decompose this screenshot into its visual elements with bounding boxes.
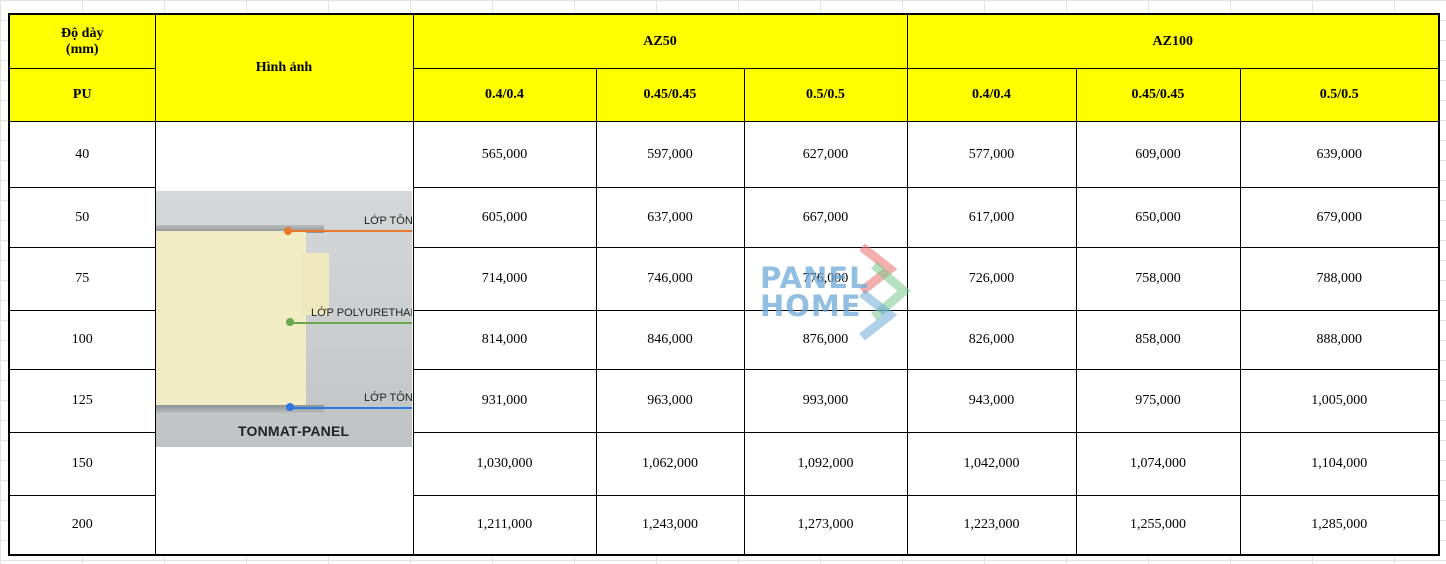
pu-cell[interactable]: 50: [8, 187, 156, 248]
price-cell[interactable]: 1,104,000: [1239, 432, 1440, 496]
price-cell[interactable]: 605,000: [412, 187, 597, 248]
sub-header[interactable]: 0.5/0.5: [743, 68, 908, 122]
pointer-dot-middle: [286, 318, 294, 326]
image-header[interactable]: Hình ảnh: [154, 13, 414, 122]
price-cell[interactable]: 1,042,000: [906, 432, 1077, 496]
price-cell[interactable]: 858,000: [1075, 310, 1241, 370]
price-cell[interactable]: 1,285,000: [1239, 495, 1440, 555]
sub-header[interactable]: 0.4/0.4: [906, 68, 1077, 122]
price-cell[interactable]: 577,000: [906, 121, 1077, 188]
price-cell[interactable]: 1,030,000: [412, 432, 597, 496]
price-cell[interactable]: 963,000: [595, 369, 745, 433]
price-cell[interactable]: 679,000: [1239, 187, 1440, 248]
price-cell[interactable]: 1,005,000: [1239, 369, 1440, 433]
price-cell[interactable]: 627,000: [743, 121, 908, 188]
price-cell[interactable]: 1,273,000: [743, 495, 908, 555]
price-cell[interactable]: 826,000: [906, 310, 1077, 370]
price-cell[interactable]: 746,000: [595, 247, 745, 311]
steel-sheet-bottom: [156, 405, 324, 413]
group-header-az100[interactable]: AZ100: [906, 13, 1440, 69]
panel-image: LỚP TÔN LỚP POLYURETHANE LỚP TÔN TONMAT-…: [156, 191, 412, 447]
price-cell[interactable]: 788,000: [1239, 247, 1440, 311]
pu-header[interactable]: PU: [8, 68, 156, 122]
thickness-header[interactable]: Độ dày (mm): [8, 13, 156, 69]
pointer-line-top: [288, 230, 412, 232]
pu-cell[interactable]: 40: [8, 121, 156, 188]
price-cell[interactable]: 846,000: [595, 310, 745, 370]
price-cell[interactable]: 1,223,000: [906, 495, 1077, 555]
pu-cell[interactable]: 125: [8, 369, 156, 433]
price-cell[interactable]: 888,000: [1239, 310, 1440, 370]
price-cell[interactable]: 975,000: [1075, 369, 1241, 433]
price-cell[interactable]: 776,000: [743, 247, 908, 311]
pointer-line-middle: [290, 322, 412, 324]
pu-cell[interactable]: 200: [8, 495, 156, 555]
sub-header[interactable]: 0.45/0.45: [1075, 68, 1241, 122]
price-cell[interactable]: 1,074,000: [1075, 432, 1241, 496]
price-cell[interactable]: 993,000: [743, 369, 908, 433]
price-cell[interactable]: 1,211,000: [412, 495, 597, 555]
group-header-az50[interactable]: AZ50: [412, 13, 908, 69]
steel-sheet-top: [156, 225, 324, 233]
pointer-dot-bottom: [286, 403, 294, 411]
panel-caption: TONMAT-PANEL: [238, 423, 350, 439]
price-cell[interactable]: 1,243,000: [595, 495, 745, 555]
label-steel-bottom: LỚP TÔN: [364, 392, 412, 404]
price-cell[interactable]: 714,000: [412, 247, 597, 311]
table-row: 50 605,000 637,000 667,000 617,000 650,0…: [8, 187, 1440, 248]
foam-tongue: [301, 253, 329, 315]
thickness-label: Độ dày: [61, 25, 104, 41]
price-cell[interactable]: 637,000: [595, 187, 745, 248]
price-cell[interactable]: 1,092,000: [743, 432, 908, 496]
price-cell[interactable]: 1,062,000: [595, 432, 745, 496]
price-cell[interactable]: 667,000: [743, 187, 908, 248]
pu-cell[interactable]: 150: [8, 432, 156, 496]
table-row: 125 931,000 963,000 993,000 943,000 975,…: [8, 369, 1440, 433]
sub-header[interactable]: 0.4/0.4: [412, 68, 597, 122]
price-cell[interactable]: 814,000: [412, 310, 597, 370]
pu-cell[interactable]: 100: [8, 310, 156, 370]
price-cell[interactable]: 726,000: [906, 247, 1077, 311]
table-row: 150 1,030,000 1,062,000 1,092,000 1,042,…: [8, 432, 1440, 496]
price-cell[interactable]: 639,000: [1239, 121, 1440, 188]
label-steel-top: LỚP TÔN: [364, 215, 412, 227]
foam-core: [156, 231, 306, 409]
pointer-line-bottom: [290, 407, 412, 409]
pointer-dot-top: [284, 227, 292, 235]
price-cell[interactable]: 931,000: [412, 369, 597, 433]
price-cell[interactable]: 617,000: [906, 187, 1077, 248]
price-cell[interactable]: 943,000: [906, 369, 1077, 433]
price-cell[interactable]: 876,000: [743, 310, 908, 370]
price-cell[interactable]: 1,255,000: [1075, 495, 1241, 555]
table-row: 40 565,000 597,000 627,000 577,000 609,0…: [8, 121, 1440, 555]
price-cell[interactable]: 597,000: [595, 121, 745, 188]
price-cell[interactable]: 650,000: [1075, 187, 1241, 248]
price-cell[interactable]: 609,000: [1075, 121, 1241, 188]
sub-header[interactable]: 0.45/0.45: [595, 68, 745, 122]
thickness-unit: (mm): [65, 41, 99, 57]
table-row: 200 1,211,000 1,243,000 1,273,000 1,223,…: [8, 495, 1440, 555]
price-cell[interactable]: 565,000: [412, 121, 597, 188]
table-row: 100 814,000 846,000 876,000 826,000 858,…: [8, 310, 1440, 370]
label-polyurethane: LỚP POLYURETHANE: [311, 307, 412, 319]
sub-header[interactable]: 0.5/0.5: [1239, 68, 1440, 122]
pu-cell[interactable]: 75: [8, 247, 156, 311]
price-cell[interactable]: 758,000: [1075, 247, 1241, 311]
